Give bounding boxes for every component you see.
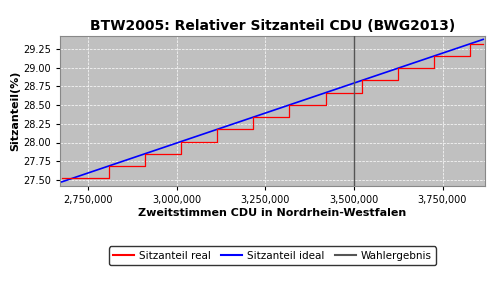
Y-axis label: Sitzanteil(%): Sitzanteil(%): [10, 71, 20, 151]
Title: BTW2005: Relativer Sitzanteil CDU (BWG2013): BTW2005: Relativer Sitzanteil CDU (BWG20…: [90, 20, 455, 33]
Legend: Sitzanteil real, Sitzanteil ideal, Wahlergebnis: Sitzanteil real, Sitzanteil ideal, Wahle…: [108, 247, 436, 265]
X-axis label: Zweitstimmen CDU in Nordrhein-Westfalen: Zweitstimmen CDU in Nordrhein-Westfalen: [138, 208, 406, 218]
